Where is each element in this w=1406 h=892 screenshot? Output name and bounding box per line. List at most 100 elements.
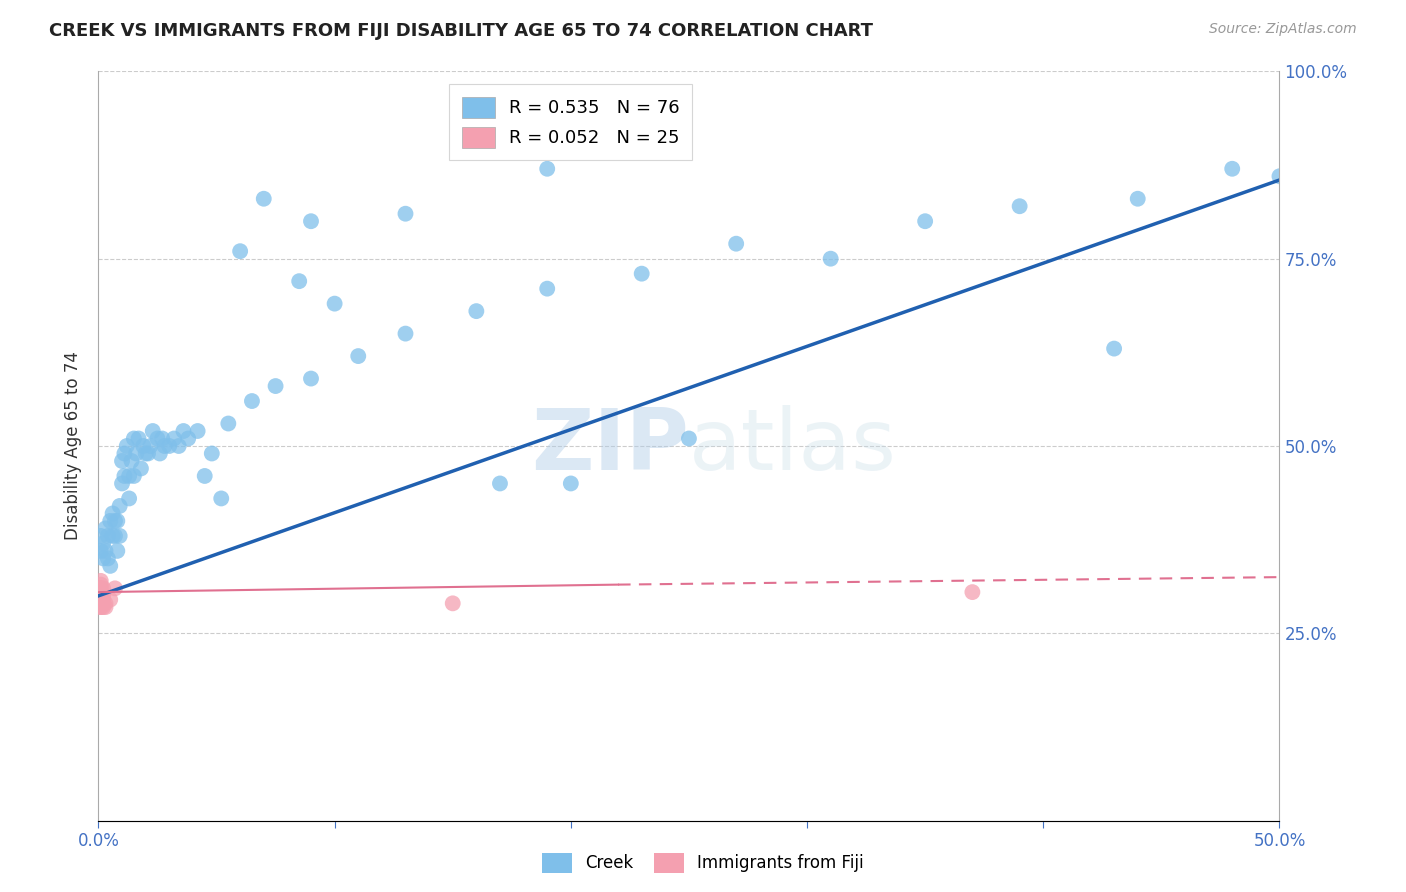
Point xyxy=(299,371,322,385)
Point xyxy=(90,600,112,615)
Point xyxy=(139,439,162,453)
Point xyxy=(104,514,127,528)
Point xyxy=(1102,342,1125,356)
Point xyxy=(299,214,322,228)
Point xyxy=(118,469,141,483)
Point xyxy=(90,596,112,610)
Point xyxy=(111,476,134,491)
Point xyxy=(90,596,112,610)
Point xyxy=(90,582,112,596)
Point xyxy=(94,600,117,615)
Text: atlas: atlas xyxy=(689,404,897,488)
Point xyxy=(288,274,311,288)
Point xyxy=(91,582,114,596)
Point xyxy=(962,585,984,599)
Point xyxy=(90,529,112,543)
Point xyxy=(394,326,416,341)
Point xyxy=(112,469,135,483)
Point xyxy=(90,577,112,591)
Point xyxy=(108,499,131,513)
Point xyxy=(98,592,121,607)
Point xyxy=(153,439,176,453)
Point xyxy=(90,574,112,588)
Point xyxy=(111,454,134,468)
Point xyxy=(115,439,138,453)
Point xyxy=(129,461,152,475)
Point xyxy=(209,491,232,506)
Point xyxy=(91,596,114,610)
Point xyxy=(323,296,346,310)
Point xyxy=(90,589,112,603)
Point xyxy=(1126,192,1149,206)
Point xyxy=(157,439,180,453)
Point xyxy=(177,432,200,446)
Point xyxy=(104,529,127,543)
Point xyxy=(201,446,224,460)
Point xyxy=(217,417,239,431)
Point xyxy=(630,267,652,281)
Point xyxy=(560,476,582,491)
Legend: R = 0.535   N = 76, R = 0.052   N = 25: R = 0.535 N = 76, R = 0.052 N = 25 xyxy=(450,84,692,161)
Point xyxy=(91,592,114,607)
Point xyxy=(150,432,173,446)
Point xyxy=(163,432,186,446)
Point xyxy=(465,304,488,318)
Point xyxy=(135,446,157,460)
Y-axis label: Disability Age 65 to 74: Disability Age 65 to 74 xyxy=(65,351,83,541)
Point xyxy=(240,394,263,409)
Point xyxy=(125,446,148,460)
Point xyxy=(149,446,172,460)
Point xyxy=(90,585,112,599)
Point xyxy=(94,521,117,535)
Point xyxy=(91,600,114,615)
Point xyxy=(98,514,121,528)
Text: CREEK VS IMMIGRANTS FROM FIJI DISABILITY AGE 65 TO 74 CORRELATION CHART: CREEK VS IMMIGRANTS FROM FIJI DISABILITY… xyxy=(49,22,873,40)
Point xyxy=(121,454,143,468)
Point xyxy=(489,476,512,491)
Text: ZIP: ZIP xyxy=(531,404,689,488)
Point xyxy=(1268,169,1291,184)
Point xyxy=(1220,161,1243,176)
Legend: Creek, Immigrants from Fiji: Creek, Immigrants from Fiji xyxy=(536,847,870,880)
Point xyxy=(914,214,936,228)
Point xyxy=(105,514,128,528)
Point xyxy=(105,544,128,558)
Point xyxy=(101,507,124,521)
Point xyxy=(90,600,112,615)
Point xyxy=(536,161,558,176)
Point xyxy=(101,529,124,543)
Point xyxy=(104,582,127,596)
Point xyxy=(98,558,121,573)
Point xyxy=(253,192,276,206)
Point xyxy=(122,469,145,483)
Point xyxy=(132,439,155,453)
Point xyxy=(725,236,748,251)
Point xyxy=(90,544,112,558)
Point xyxy=(136,446,159,460)
Point xyxy=(1008,199,1031,213)
Point xyxy=(229,244,252,259)
Point xyxy=(90,585,112,599)
Text: Source: ZipAtlas.com: Source: ZipAtlas.com xyxy=(1209,22,1357,37)
Point xyxy=(820,252,842,266)
Point xyxy=(90,582,112,596)
Point xyxy=(112,446,135,460)
Point xyxy=(146,432,169,446)
Point xyxy=(91,536,114,550)
Point xyxy=(128,432,150,446)
Point xyxy=(536,282,558,296)
Point xyxy=(187,424,209,438)
Point xyxy=(347,349,370,363)
Point xyxy=(118,491,141,506)
Point xyxy=(91,551,114,566)
Point xyxy=(94,596,117,610)
Point xyxy=(97,529,120,543)
Point xyxy=(441,596,464,610)
Point xyxy=(172,424,194,438)
Point xyxy=(90,589,112,603)
Point xyxy=(90,592,112,607)
Point xyxy=(91,589,114,603)
Point xyxy=(678,432,700,446)
Point xyxy=(194,469,217,483)
Point xyxy=(108,529,131,543)
